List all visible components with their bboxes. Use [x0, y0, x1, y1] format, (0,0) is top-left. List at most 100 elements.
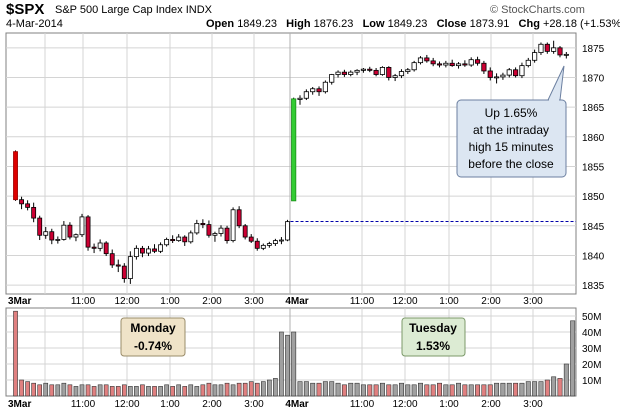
volume-bar: [176, 384, 182, 397]
ohlc-summary: Open 1849.23 High 1876.23 Low 1849.23 Cl…: [206, 18, 620, 30]
candle-body: [236, 209, 242, 227]
monday-change: -0.74%: [134, 339, 172, 353]
candle-body: [538, 43, 544, 53]
candle-body: [25, 203, 31, 208]
candle-body: [462, 63, 468, 66]
volume-bar: [544, 379, 550, 397]
stockcharts-watermark[interactable]: © StockCharts.com: [490, 4, 585, 16]
candle-body: [329, 74, 335, 83]
price-tick-label: 1855: [582, 162, 605, 173]
price-axis: 1835 1840 1845 1850 1855 1860 1865 1870 1875: [582, 44, 605, 292]
volume-bar: [354, 382, 360, 397]
volume-bar: [188, 384, 194, 397]
volume-bar: [456, 382, 462, 397]
candle-body: [158, 244, 163, 252]
volume-bar: [25, 381, 30, 397]
volume-bar: [322, 381, 328, 397]
volume-bar: [37, 384, 43, 397]
candle-body: [260, 244, 266, 249]
price-time-label: 1:00: [439, 296, 459, 307]
volume-bar: [475, 384, 481, 397]
volume-bar: [367, 384, 373, 397]
volume-bar: [316, 382, 322, 397]
candle-body: [285, 221, 290, 241]
candle-body: [405, 69, 411, 72]
price-tick-label: 1860: [582, 133, 605, 144]
volume-bar: [218, 384, 224, 397]
candle-body: [79, 216, 85, 236]
candle-body: [443, 62, 449, 66]
volume-bar: [146, 386, 151, 397]
candle-body: [31, 206, 37, 219]
volume-bar: [224, 382, 230, 397]
tuesday-summary-box: Tuesday 1.53%: [401, 317, 466, 357]
volume-bar: [373, 384, 379, 397]
volume-bar: [248, 381, 254, 397]
index-full-name: S&P 500 Large Cap Index: [55, 4, 183, 16]
candle-body: [279, 239, 284, 242]
volume-bar: [513, 382, 519, 397]
volume-bar: [506, 382, 512, 397]
callout-line-1: Up 1.65%: [485, 106, 538, 120]
volume-bar: [411, 384, 417, 397]
volume-bar: [121, 384, 127, 397]
close-value: 1873.91: [469, 18, 510, 30]
price-tick-label: 1875: [582, 44, 605, 55]
volume-bar: [379, 382, 385, 397]
monday-label: Monday: [130, 321, 176, 335]
volume-bar: [291, 331, 297, 397]
candle-body: [392, 75, 398, 78]
candle-body: [272, 240, 278, 244]
candle-body: [49, 231, 55, 241]
exchange-code: INDX: [185, 4, 212, 16]
open-label: Open: [206, 18, 235, 30]
candle-body: [354, 69, 360, 73]
candle-body: [266, 243, 272, 246]
open-value: 1849.23: [237, 18, 277, 30]
volume-bar: [158, 386, 163, 397]
volume-bar: [242, 382, 248, 397]
volume-bar: [437, 382, 442, 397]
candle-body: [360, 68, 366, 71]
callout-line-2: at the intraday: [473, 123, 549, 137]
volume-bar: [170, 386, 175, 397]
volume-bar: [61, 382, 67, 397]
candle-body: [316, 88, 322, 93]
volume-bar: [267, 379, 272, 397]
price-time-label: 3:00: [244, 296, 264, 307]
price-time-label: 3Mar: [8, 296, 31, 307]
price-tick-label: 1865: [582, 103, 605, 114]
candle-body: [248, 236, 254, 242]
volume-bar: [329, 381, 335, 397]
volume-time-label: 12:00: [392, 399, 417, 410]
price-time-axis: 3Mar 11:00 12:00 1:00 2:00 3:00 4Mar 11:00 12:00…: [8, 296, 543, 307]
volume-tick-label: 20M: [582, 360, 601, 371]
volume-bar: [212, 384, 218, 397]
volume-tick-label: 30M: [582, 344, 601, 355]
candle-body: [494, 76, 500, 79]
volume-time-label: 3:00: [244, 399, 264, 410]
volume-bar: [398, 382, 404, 397]
candle-body: [310, 88, 316, 93]
volume-bar: [424, 384, 430, 397]
volume-bar: [31, 382, 36, 397]
candle-body: [206, 224, 212, 236]
candle-body: [373, 69, 379, 75]
candle-body: [182, 236, 188, 243]
candle-body: [474, 59, 481, 64]
volume-bar: [392, 384, 398, 397]
volume-bar: [360, 384, 366, 397]
price-time-label: 12:00: [392, 296, 417, 307]
candle-body: [121, 265, 127, 279]
volume-bar: [297, 381, 303, 397]
volume-bar: [194, 386, 200, 397]
volume-time-label: 3:00: [523, 399, 543, 410]
candle-body: [532, 52, 538, 61]
candle-body: [140, 247, 145, 254]
volume-bar: [230, 384, 236, 397]
price-tick-label: 1845: [582, 222, 605, 233]
candle-body: [563, 53, 569, 56]
volume-panel: [5, 307, 577, 397]
volume-bar: [551, 376, 557, 397]
volume-axis: 10M 20M 30M 40M 50M: [582, 312, 601, 387]
